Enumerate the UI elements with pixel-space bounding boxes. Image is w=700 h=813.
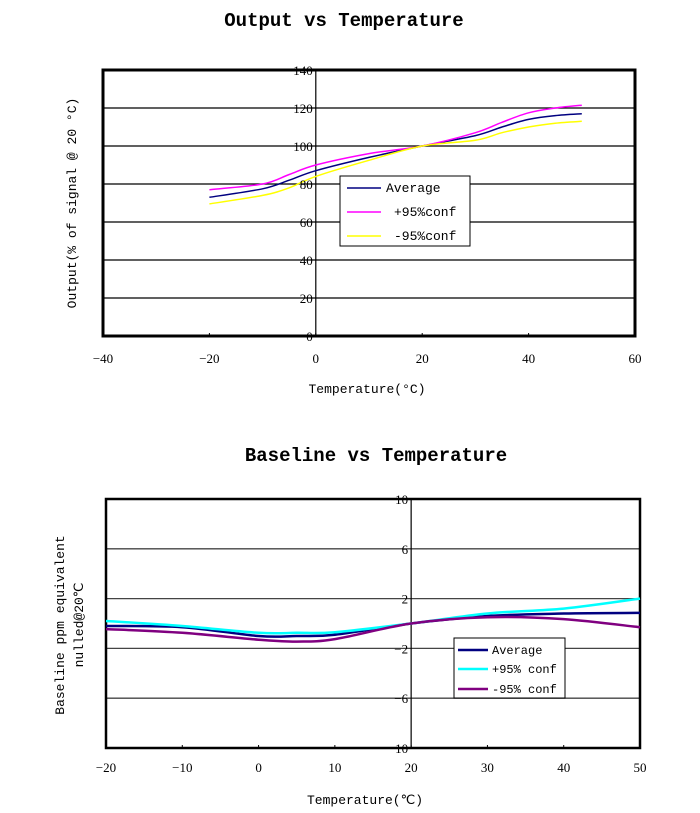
y-axis-label: Output(% of signal @ 20 °C) [65,98,80,309]
series-line-average [105,611,641,638]
x-tick-label: 40 [522,351,535,366]
plot-frame [104,497,642,750]
x-tick-label: 10 [328,760,341,775]
output-vs-temperature-chart: Output vs Temperature 140 120 100 80 60 40 20 0… [65,10,642,397]
x-tick-labels: −20 −10 0 10 20 30 40 50 [96,760,647,775]
y-axis-label-line2: nulled@20℃ [72,583,87,668]
y-tick-label: 10 [395,492,408,507]
x-tick-label: 0 [313,351,320,366]
series-line-plus95 [105,597,641,635]
x-tick-label: 30 [481,760,494,775]
x-tick-label: 50 [634,760,647,775]
x-tick-label: 20 [416,351,429,366]
series-lines [209,104,582,205]
series-line-minus95 [105,615,641,643]
legend-label-plus95: +95%conf [394,205,456,220]
x-tick-labels: −40 −20 0 20 40 60 [93,351,642,366]
x-axis-label: Temperature(°C) [308,382,425,397]
y-tick-label: 2 [402,592,409,607]
x-tick-label: 60 [629,351,642,366]
chart-title: Output vs Temperature [224,10,463,32]
y-tick-label: 6 [402,542,409,557]
series-lines [105,597,641,643]
legend-label-minus95: -95%conf [394,229,456,244]
y-tick-label: −2 [394,641,408,656]
y-tick-label: 120 [293,101,313,116]
legend-label-average: Average [492,644,542,658]
chart-title: Baseline vs Temperature [245,445,507,467]
legend: Average +95%conf -95%conf [339,175,471,247]
x-tick-label: −40 [93,351,113,366]
y-tick-label: 40 [300,253,313,268]
y-tick-label: 0 [306,329,313,344]
y-tick-label: 140 [293,63,313,78]
y-tick-label: −10 [388,741,408,756]
x-tick-label: −10 [172,760,192,775]
legend-label-minus95: -95% conf [492,683,557,697]
y-axis-label: Baseline ppm equivalent [53,535,68,714]
legend-label-average: Average [386,181,441,196]
y-tick-label: 80 [300,177,313,192]
y-tick-labels: 10 6 2 −2 −6 −10 [388,492,409,756]
gridlines [104,497,642,750]
plot-frame [101,68,637,338]
x-tick-label: −20 [199,351,219,366]
series-line-minus95 [209,120,582,205]
y-tick-label: 20 [300,291,313,306]
x-tick-label: 0 [255,760,262,775]
y-tick-label: −6 [394,691,408,706]
x-tick-label: 20 [405,760,418,775]
y-tick-labels: 140 120 100 80 60 40 20 0 [293,63,313,344]
y-tick-label: 100 [293,139,313,154]
y-tick-label: 60 [300,215,313,230]
x-axis-label: Temperature(℃) [307,793,423,808]
legend: Average +95% conf -95% conf [453,637,566,699]
legend-label-plus95: +95% conf [492,663,557,677]
x-tick-label: 40 [557,760,570,775]
x-tick-label: −20 [96,760,116,775]
